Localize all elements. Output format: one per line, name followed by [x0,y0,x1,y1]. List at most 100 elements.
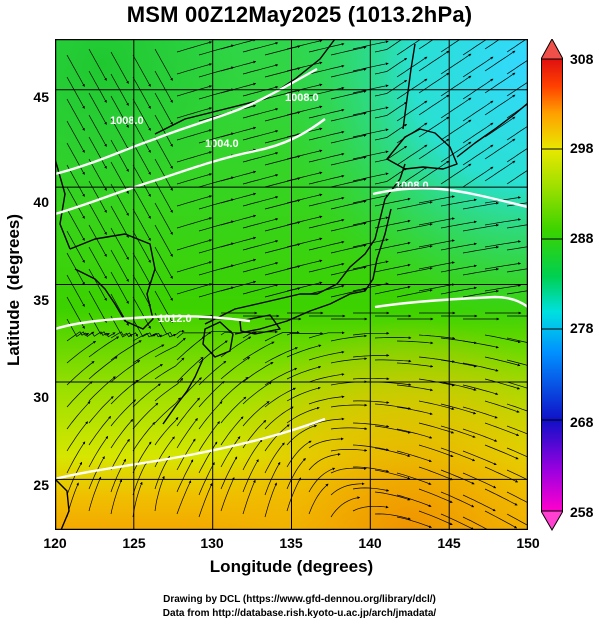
streamline [220,39,257,50]
streamline [462,450,497,466]
streamline [242,330,278,339]
streamline [418,510,453,526]
streamline [132,120,151,153]
colorbar-gradient [541,58,563,512]
streamline [66,208,85,241]
streamline [418,39,435,50]
streamline [286,344,322,358]
streamline [66,186,85,219]
streamlines [66,39,528,530]
y-tick-label: 35 [33,292,49,308]
streamline [110,399,136,427]
streamline [88,290,107,323]
streamline [440,447,476,462]
streamline [330,134,367,144]
streamline [286,237,323,248]
colorbar-top-arrow [540,37,564,60]
streamline [220,456,238,490]
streamline [220,436,241,468]
streamline [462,100,494,122]
streamline [352,331,390,336]
streamline [330,244,367,254]
streamline [66,340,96,364]
streamline [132,186,151,219]
streamline [506,425,528,435]
streamline [396,267,433,276]
streamline [440,97,472,119]
streamline [418,283,455,292]
streamline [308,152,345,163]
streamline [462,384,499,396]
streamline [198,380,225,408]
streamline [154,180,173,213]
streamline [220,236,257,248]
streamline [308,331,345,339]
streamline [242,196,279,207]
streamline [462,494,496,512]
streamline [88,136,107,169]
streamline [353,466,390,473]
streamline [242,86,279,97]
streamline [154,416,179,446]
streamline [374,447,411,457]
streamline [154,48,173,81]
streamline [462,78,494,100]
streamline [176,283,213,295]
streamline [286,61,323,72]
streamline [242,240,279,251]
streamline [286,386,321,402]
streamline [286,259,323,270]
streamline [396,428,433,439]
streamline [484,422,520,437]
streamline [264,482,277,518]
streamline [462,166,494,188]
coastline-kyushu [202,321,234,358]
streamline [88,356,118,380]
x-tick-label: 140 [358,535,382,551]
streamline [132,164,151,197]
streamline [484,284,521,292]
streamline [242,218,279,229]
streamline [396,384,434,392]
streamline [286,83,323,94]
colorbar-bottom-arrow [540,510,564,531]
streamline [330,200,367,210]
streamline [418,217,455,226]
colorbar-label: 268 [570,414,594,430]
streamline [264,424,290,452]
streamline [418,116,450,138]
streamline [462,39,488,56]
streamline [506,202,528,207]
isobar-label: 1008.0 [110,115,144,127]
streamline [506,268,528,273]
streamline [220,60,257,72]
streamline [154,224,173,257]
streamline [374,197,411,207]
streamline [330,156,367,166]
streamline [264,387,296,408]
streamline [66,441,86,474]
streamline [154,246,173,279]
streamline [132,252,151,285]
streamline [330,427,368,431]
streamline [506,224,528,229]
streamline [396,223,433,232]
streamline [242,64,279,75]
streamline [396,362,434,368]
streamline [132,98,151,131]
streamline [440,264,477,273]
streamline [154,329,185,338]
streamline [198,421,220,452]
streamline [308,64,345,75]
lat-lon-grid [55,39,528,530]
streamline [462,144,494,166]
streamline [154,92,173,125]
colorbar-label: 288 [570,230,594,246]
streamline [440,141,472,163]
streamline [440,119,472,141]
streamline [440,75,472,97]
streamline [418,422,455,434]
streamline [484,334,521,344]
credit-drawing: Drawing by DCL (https://www.gfd-dennou.o… [163,594,436,605]
streamline [154,377,184,402]
